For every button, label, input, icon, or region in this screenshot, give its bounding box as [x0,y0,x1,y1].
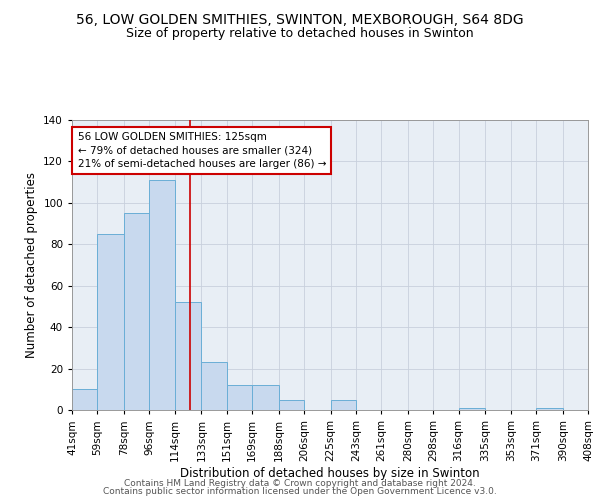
Bar [149,180,175,410]
Text: Contains HM Land Registry data © Crown copyright and database right 2024.: Contains HM Land Registry data © Crown c… [124,478,476,488]
Bar [124,213,149,410]
Bar [227,385,252,410]
Bar [252,385,278,410]
Bar [97,234,124,410]
Text: 56, LOW GOLDEN SMITHIES, SWINTON, MEXBOROUGH, S64 8DG: 56, LOW GOLDEN SMITHIES, SWINTON, MEXBOR… [76,12,524,26]
X-axis label: Distribution of detached houses by size in Swinton: Distribution of detached houses by size … [180,466,480,479]
Text: 56 LOW GOLDEN SMITHIES: 125sqm
← 79% of detached houses are smaller (324)
21% of: 56 LOW GOLDEN SMITHIES: 125sqm ← 79% of … [77,132,326,169]
Bar [202,362,227,410]
Bar [458,408,485,410]
Text: Contains public sector information licensed under the Open Government Licence v3: Contains public sector information licen… [103,487,497,496]
Bar [331,400,356,410]
Y-axis label: Number of detached properties: Number of detached properties [25,172,38,358]
Bar [278,400,304,410]
Text: Size of property relative to detached houses in Swinton: Size of property relative to detached ho… [126,28,474,40]
Bar [175,302,202,410]
Bar [536,408,563,410]
Bar [72,390,97,410]
